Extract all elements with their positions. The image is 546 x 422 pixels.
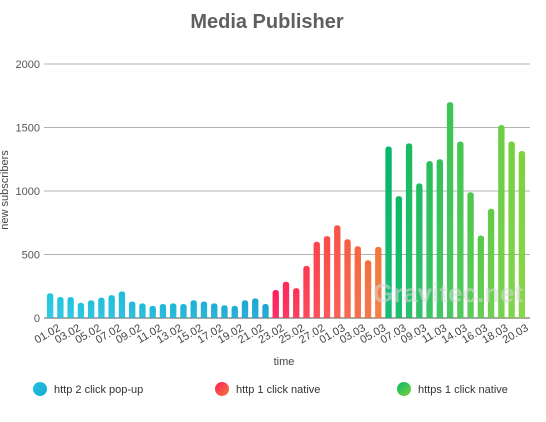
legend-label: https 1 click native xyxy=(418,384,508,396)
bar-https-1-click-native-8 xyxy=(467,192,474,318)
bar-http-2-click-pop-up-18 xyxy=(231,305,238,318)
legend-label: http 1 click native xyxy=(236,384,320,396)
legend-swatch xyxy=(397,382,411,396)
bar-http-2-click-pop-up-13 xyxy=(180,304,187,318)
y-tick-label: 500 xyxy=(22,250,40,262)
bar-http-2-click-pop-up-7 xyxy=(118,291,126,318)
bar-http-2-click-pop-up-1 xyxy=(57,297,64,318)
x-axis-ticks: 01.0203.0205.0207.0209.0211.0213.0215.02… xyxy=(33,322,531,346)
bar-https-1-click-native-2 xyxy=(405,143,413,318)
bar-http-2-click-pop-up-15 xyxy=(200,301,208,318)
chart-title: Media Publisher xyxy=(190,11,344,33)
legend-label: http 2 click pop-up xyxy=(54,384,143,396)
bar-http-2-click-pop-up-3 xyxy=(77,302,85,318)
bar-http-1-click-native-0 xyxy=(272,290,279,318)
bar-http-2-click-pop-up-5 xyxy=(98,297,105,318)
bar-http-2-click-pop-up-16 xyxy=(211,303,218,318)
bar-https-1-click-native-10 xyxy=(487,208,495,318)
bar-https-1-click-native-6 xyxy=(446,102,454,318)
y-tick-label: 1500 xyxy=(16,123,40,135)
bars xyxy=(46,102,526,319)
legend: http 2 click pop-up http 1 click native ht… xyxy=(33,382,508,396)
bar-https-1-click-native-5 xyxy=(436,159,444,318)
bar-http-2-click-pop-up-21 xyxy=(262,304,269,318)
bar-http-2-click-pop-up-11 xyxy=(159,304,167,318)
bar-http-1-click-native-10 xyxy=(375,246,382,318)
bar-http-2-click-pop-up-20 xyxy=(252,298,259,318)
y-tick-label: 0 xyxy=(34,313,40,325)
bar-http-1-click-native-6 xyxy=(334,225,341,318)
x-axis-label: time xyxy=(274,356,295,368)
bar-http-2-click-pop-up-6 xyxy=(108,295,115,318)
bar-https-1-click-native-12 xyxy=(508,141,515,318)
legend-swatch xyxy=(215,382,229,396)
bar-http-1-click-native-7 xyxy=(344,239,351,318)
bar-http-2-click-pop-up-2 xyxy=(67,297,74,318)
bar-http-1-click-native-4 xyxy=(313,241,320,318)
legend-swatch xyxy=(33,382,47,396)
bar-http-1-click-native-5 xyxy=(323,236,331,318)
bar-http-2-click-pop-up-8 xyxy=(128,301,136,318)
bar-http-2-click-pop-up-10 xyxy=(149,305,156,318)
bar-http-1-click-native-2 xyxy=(293,288,300,318)
bar-https-1-click-native-11 xyxy=(498,124,505,319)
watermark: Gravitec.net xyxy=(373,278,524,308)
y-axis-ticks: 0 500 1000 1500 2000 xyxy=(16,59,40,325)
bar-https-1-click-native-1 xyxy=(395,196,402,318)
bar-http-2-click-pop-up-9 xyxy=(139,303,146,318)
bar-http-2-click-pop-up-0 xyxy=(46,293,54,318)
bar-http-2-click-pop-up-17 xyxy=(221,305,228,318)
y-axis-label: new subscribers xyxy=(0,150,11,230)
bar-http-1-click-native-3 xyxy=(303,265,310,318)
y-tick-label: 2000 xyxy=(16,59,40,71)
bar-http-2-click-pop-up-14 xyxy=(190,300,197,318)
bar-http-2-click-pop-up-4 xyxy=(87,300,95,318)
bar-https-1-click-native-4 xyxy=(426,161,433,318)
bar-http-1-click-native-8 xyxy=(354,246,361,318)
y-tick-label: 1000 xyxy=(16,186,40,198)
bar-http-2-click-pop-up-19 xyxy=(241,300,249,318)
bar-http-1-click-native-9 xyxy=(364,260,372,318)
bar-https-1-click-native-9 xyxy=(477,235,485,318)
bar-https-1-click-native-3 xyxy=(416,183,423,318)
bar-https-1-click-native-13 xyxy=(518,150,526,318)
bar-https-1-click-native-0 xyxy=(385,146,392,318)
bar-http-2-click-pop-up-12 xyxy=(170,303,177,318)
bar-http-1-click-native-1 xyxy=(282,281,290,318)
bar-https-1-click-native-7 xyxy=(457,141,464,318)
